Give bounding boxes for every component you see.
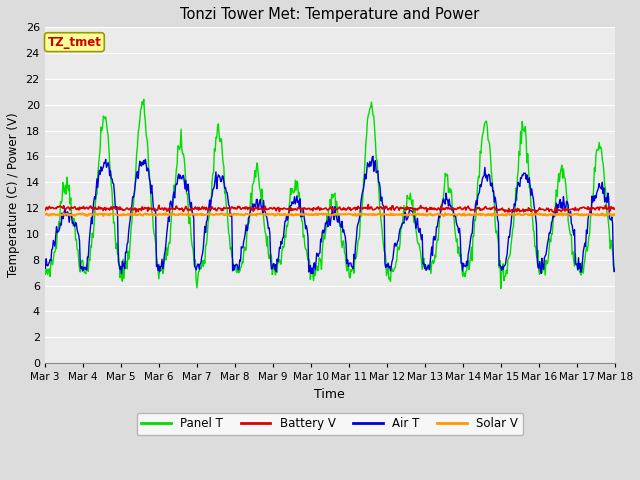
Battery V xyxy=(611,206,619,212)
Legend: Panel T, Battery V, Air T, Solar V: Panel T, Battery V, Air T, Solar V xyxy=(136,413,523,435)
Solar V xyxy=(41,212,49,217)
Panel T xyxy=(400,203,408,208)
Solar V xyxy=(51,212,59,217)
X-axis label: Time: Time xyxy=(314,388,345,401)
Panel T xyxy=(497,286,504,291)
Panel T xyxy=(140,96,148,102)
Air T xyxy=(369,154,377,159)
Air T xyxy=(51,243,59,249)
Panel T xyxy=(417,250,424,256)
Air T xyxy=(401,209,408,215)
Line: Air T: Air T xyxy=(45,156,615,274)
Solar V xyxy=(416,211,424,217)
Solar V xyxy=(472,210,479,216)
Solar V xyxy=(198,212,205,218)
Panel T xyxy=(41,261,49,266)
Line: Solar V: Solar V xyxy=(45,213,615,216)
Solar V xyxy=(399,212,407,218)
Battery V xyxy=(400,205,408,211)
Air T xyxy=(41,262,49,268)
Line: Battery V: Battery V xyxy=(45,204,615,213)
Text: TZ_tmet: TZ_tmet xyxy=(47,36,101,48)
Solar V xyxy=(611,212,619,218)
Battery V xyxy=(417,203,424,208)
Battery V xyxy=(168,206,175,212)
Air T xyxy=(611,266,619,272)
Battery V xyxy=(198,205,205,211)
Solar V xyxy=(440,213,447,219)
Air T xyxy=(417,237,425,242)
Panel T xyxy=(110,220,118,226)
Y-axis label: Temperature (C) / Power (V): Temperature (C) / Power (V) xyxy=(7,113,20,277)
Solar V xyxy=(168,212,175,217)
Battery V xyxy=(51,205,59,211)
Battery V xyxy=(364,202,372,207)
Battery V xyxy=(41,208,49,214)
Panel T xyxy=(198,258,206,264)
Panel T xyxy=(168,209,176,215)
Battery V xyxy=(532,210,540,216)
Panel T xyxy=(51,249,59,255)
Line: Panel T: Panel T xyxy=(45,99,615,288)
Air T xyxy=(309,271,317,276)
Solar V xyxy=(110,212,118,217)
Air T xyxy=(198,254,205,260)
Battery V xyxy=(110,204,118,209)
Panel T xyxy=(611,268,619,274)
Air T xyxy=(110,181,118,187)
Title: Tonzi Tower Met: Temperature and Power: Tonzi Tower Met: Temperature and Power xyxy=(180,7,479,22)
Air T xyxy=(168,202,175,208)
